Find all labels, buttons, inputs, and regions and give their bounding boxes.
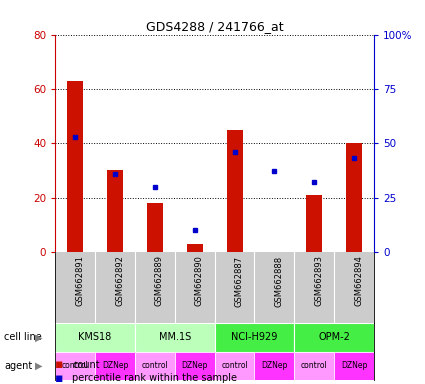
Bar xyxy=(67,81,83,252)
Text: DZNep: DZNep xyxy=(261,361,288,371)
Text: percentile rank within the sample: percentile rank within the sample xyxy=(72,373,237,383)
Bar xyxy=(215,352,255,380)
Bar xyxy=(346,143,362,252)
Bar xyxy=(147,203,163,252)
Bar xyxy=(55,323,135,352)
Text: GSM662890: GSM662890 xyxy=(195,255,204,306)
Title: GDS4288 / 241766_at: GDS4288 / 241766_at xyxy=(146,20,283,33)
Text: GSM662888: GSM662888 xyxy=(275,255,283,306)
Text: GSM662892: GSM662892 xyxy=(115,255,124,306)
Bar xyxy=(227,130,243,252)
Text: DZNep: DZNep xyxy=(341,361,367,371)
Bar xyxy=(294,352,334,380)
Text: NCI-H929: NCI-H929 xyxy=(231,333,278,343)
Text: ▶: ▶ xyxy=(34,361,42,371)
Bar xyxy=(215,323,294,352)
Bar xyxy=(294,323,374,352)
Text: cell line: cell line xyxy=(4,333,42,343)
Bar xyxy=(255,352,294,380)
Bar xyxy=(135,352,175,380)
Text: control: control xyxy=(62,361,88,371)
Bar xyxy=(187,244,203,252)
Bar xyxy=(334,352,374,380)
Text: GSM662893: GSM662893 xyxy=(314,255,323,306)
Text: ▪: ▪ xyxy=(55,372,64,384)
Bar xyxy=(55,352,95,380)
Text: control: control xyxy=(142,361,168,371)
Text: control: control xyxy=(221,361,248,371)
Text: MM.1S: MM.1S xyxy=(159,333,191,343)
Text: KMS18: KMS18 xyxy=(79,333,112,343)
Text: GSM662894: GSM662894 xyxy=(354,255,363,306)
Text: DZNep: DZNep xyxy=(102,361,128,371)
Text: ▪: ▪ xyxy=(55,358,64,371)
Bar xyxy=(107,170,123,252)
Text: DZNep: DZNep xyxy=(181,361,208,371)
Text: agent: agent xyxy=(4,361,32,371)
Text: ▶: ▶ xyxy=(34,333,42,343)
Text: GSM662887: GSM662887 xyxy=(235,255,244,306)
Bar xyxy=(175,352,215,380)
Text: OPM-2: OPM-2 xyxy=(318,333,350,343)
Text: GSM662891: GSM662891 xyxy=(75,255,84,306)
Bar xyxy=(306,195,322,252)
Text: control: control xyxy=(301,361,328,371)
Text: count: count xyxy=(72,360,100,370)
Bar xyxy=(135,323,215,352)
Text: GSM662889: GSM662889 xyxy=(155,255,164,306)
Bar xyxy=(95,352,135,380)
